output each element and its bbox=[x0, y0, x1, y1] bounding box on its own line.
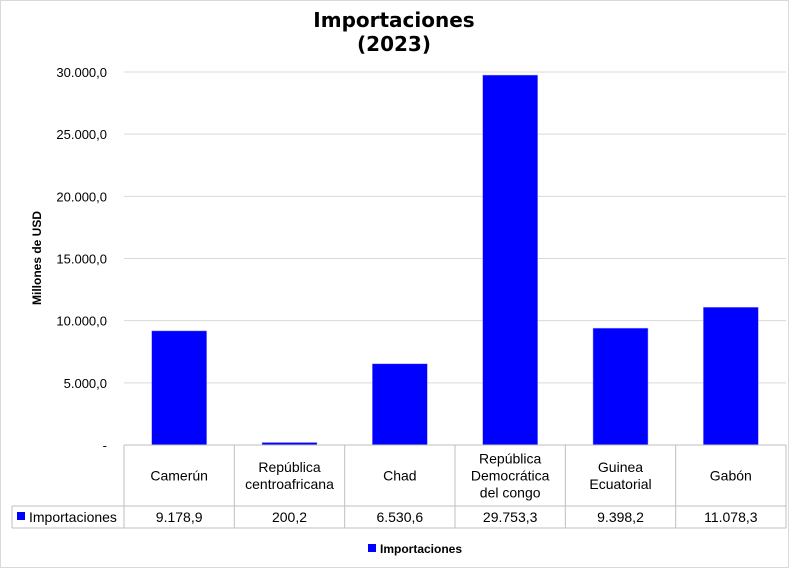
data-table: CamerúnRepúblicacentroafricanaChadRepúbl… bbox=[11, 444, 787, 529]
data-value-label: 200,2 bbox=[272, 509, 307, 525]
bar bbox=[482, 74, 538, 446]
chart-subtitle-line: (2023) bbox=[357, 32, 431, 56]
category-label: Ecuatorial bbox=[589, 476, 651, 492]
legend-label: Importaciones bbox=[380, 542, 462, 556]
y-tick-label: 5.000,0 bbox=[64, 376, 107, 391]
y-tick-label: 30.000,0 bbox=[56, 65, 107, 80]
category-label: Chad bbox=[383, 468, 416, 484]
y-axis-ticks: - 5.000,0 10.000,0 15.000,0 20.000,0 25.000,0… bbox=[56, 65, 107, 453]
bar bbox=[372, 363, 428, 446]
y-tick-label: 15.000,0 bbox=[56, 252, 107, 267]
y-tick-label: 25.000,0 bbox=[56, 127, 107, 142]
category-label: República bbox=[258, 459, 320, 475]
data-value-label: 29.753,3 bbox=[483, 509, 538, 525]
series-row-label: Importaciones bbox=[29, 509, 117, 525]
y-tick-label: 10.000,0 bbox=[56, 314, 107, 329]
legend-swatch bbox=[368, 544, 376, 552]
data-value-label: 11.078,3 bbox=[704, 509, 758, 525]
category-label: del congo bbox=[480, 485, 541, 501]
bar bbox=[151, 330, 207, 446]
data-value-label: 9.398,2 bbox=[597, 509, 644, 525]
y-axis-label: Millones de USD bbox=[30, 211, 44, 305]
bar bbox=[592, 327, 649, 446]
bar bbox=[703, 307, 759, 446]
y-tick-label: 20.000,0 bbox=[56, 189, 107, 204]
y-tick-label: - bbox=[103, 438, 107, 453]
series-key-swatch bbox=[17, 512, 25, 520]
chart-title: Importaciones(2023) bbox=[313, 8, 474, 56]
category-label: Camerún bbox=[150, 468, 208, 484]
category-label: Gabón bbox=[710, 468, 752, 484]
category-label: Democrática bbox=[471, 468, 550, 484]
category-label: centroafricana bbox=[245, 476, 334, 492]
data-value-label: 9.178,9 bbox=[156, 509, 203, 525]
chart-title-line: Importaciones bbox=[313, 8, 474, 32]
legend: Importaciones bbox=[368, 542, 462, 556]
data-value-label: 6.530,6 bbox=[376, 509, 423, 525]
bars bbox=[151, 74, 759, 446]
category-label: Guinea bbox=[598, 459, 643, 475]
category-label: República bbox=[479, 451, 541, 467]
gridlines bbox=[124, 71, 786, 384]
